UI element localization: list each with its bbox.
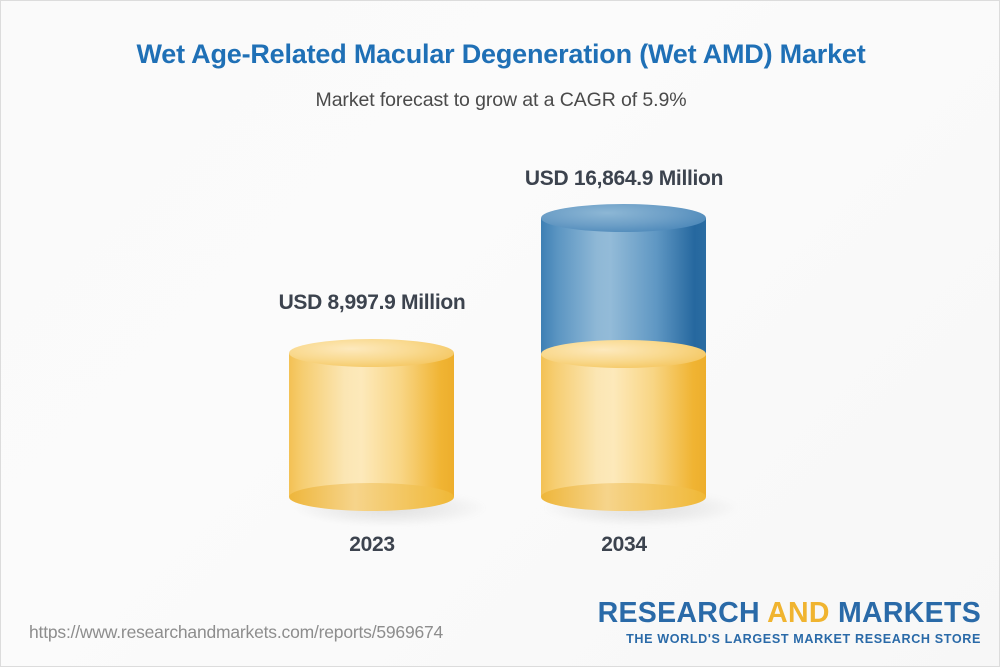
research-and-markets-logo[interactable]: RESEARCH AND MARKETS THE WORLD'S LARGEST… <box>598 599 981 646</box>
cylinder-2034-bottom-cap <box>541 483 706 511</box>
category-label-2034: 2034 <box>601 533 647 556</box>
page-subtitle: Market forecast to grow at a CAGR of 5.9… <box>315 89 687 111</box>
cylinder-2034-top-cap <box>541 204 706 232</box>
value-label-2034: USD 16,864.9 Million <box>524 167 724 190</box>
cylinder-2034-divider-cap <box>541 340 706 368</box>
cylinder-2034 <box>541 204 706 511</box>
category-label-2023: 2023 <box>349 533 395 556</box>
value-label-2023: USD 8,997.9 Million <box>278 291 466 314</box>
cylinder-2023 <box>289 339 454 511</box>
logo-word-markets: MARKETS <box>837 597 981 629</box>
cylinder-2034-blue-body <box>541 218 706 354</box>
page-title: Wet Age-Related Macular Degeneration (We… <box>136 39 866 69</box>
cylinder-2023-top-cap <box>289 339 454 367</box>
cylinder-2034-yellow-body <box>541 354 706 497</box>
logo-tagline: THE WORLD'S LARGEST MARKET RESEARCH STOR… <box>626 631 981 646</box>
logo-word-research: RESEARCH <box>597 597 760 629</box>
logo-wordmark: RESEARCH AND MARKETS <box>598 599 981 628</box>
source-url[interactable]: https://www.researchandmarkets.com/repor… <box>29 622 444 642</box>
cylinder-2023-body <box>289 353 454 497</box>
cylinder-2023-bottom-cap <box>289 483 454 511</box>
logo-word-and: AND <box>767 597 830 629</box>
